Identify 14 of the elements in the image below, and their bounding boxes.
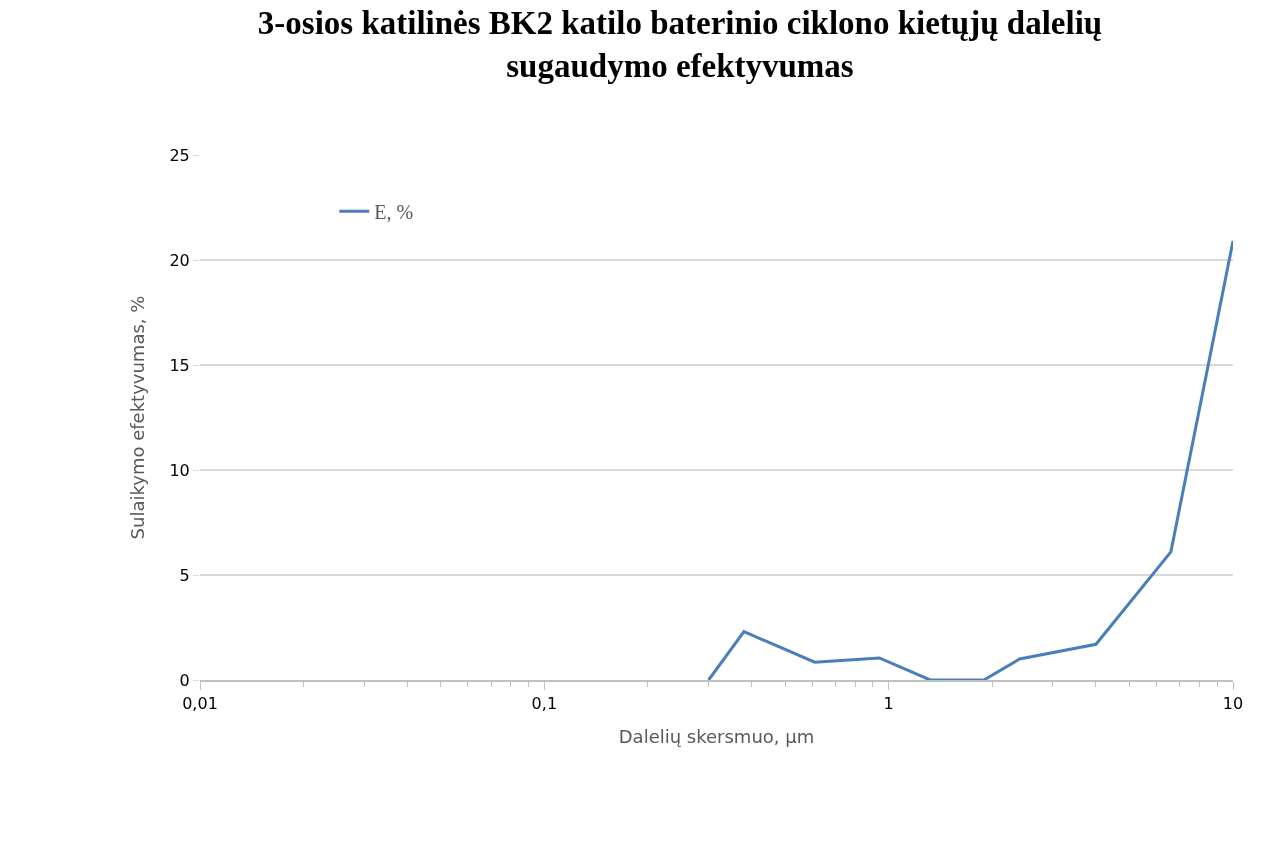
y-tick-label: 10 bbox=[169, 460, 190, 480]
legend-label: E, % bbox=[374, 201, 414, 224]
y-axis-title: Sulaikymo efektyvumas, % bbox=[126, 295, 148, 540]
y-tick-label: 25 bbox=[169, 145, 190, 165]
x-tick-label: 0,01 bbox=[182, 693, 218, 713]
y-tick-label: 20 bbox=[169, 250, 190, 270]
y-tick-label: 15 bbox=[169, 355, 190, 375]
y-tick-label: 0 bbox=[179, 670, 190, 690]
x-tick-label: 0,1 bbox=[531, 693, 558, 713]
chart-title: 3-osios katilinės BK2 katilo baterinio ciklono kietųjų dalelių sugaudymo efektyvumas bbox=[257, 4, 1103, 84]
x-axis-title: Dalelių skersmuo, µm bbox=[618, 725, 815, 747]
x-tick-label: 1 bbox=[883, 693, 894, 713]
x-tick-label: 10 bbox=[1222, 693, 1244, 713]
y-tick-label: 5 bbox=[179, 565, 190, 585]
